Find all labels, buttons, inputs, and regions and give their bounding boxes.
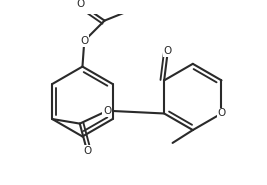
Text: O: O [217,108,226,118]
Text: O: O [76,0,85,9]
Text: O: O [80,36,88,46]
Text: O: O [103,106,112,116]
Text: O: O [164,46,172,56]
Text: O: O [83,146,91,156]
